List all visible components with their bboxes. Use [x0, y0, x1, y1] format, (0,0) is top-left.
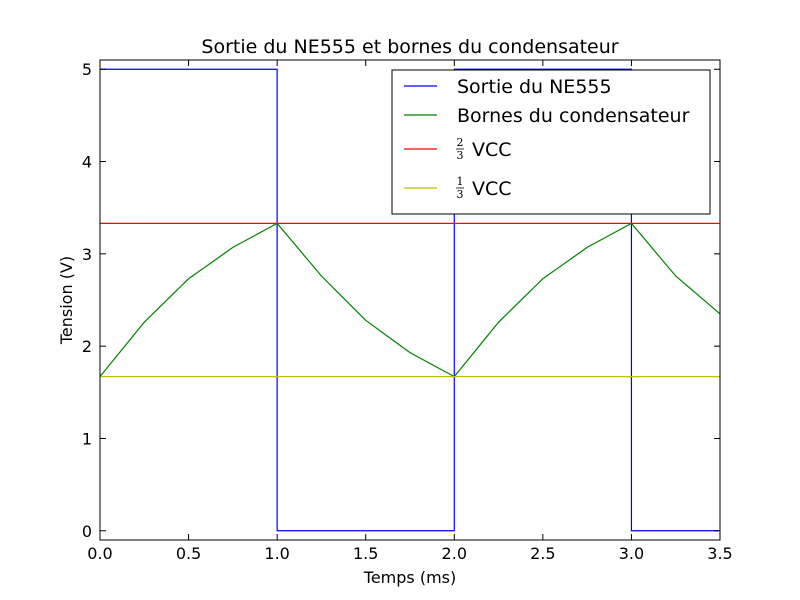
series-line-1	[99, 222, 721, 378]
legend-label: VCC	[472, 139, 512, 161]
y-tick-label: 1	[82, 429, 92, 448]
series-layer	[99, 68, 721, 532]
x-tick-label: 1.0	[264, 544, 289, 563]
y-tick-label: 2	[82, 337, 92, 356]
y-axis-label: Tension (V)	[57, 256, 76, 345]
x-tick-label: 3.0	[619, 544, 644, 563]
x-tick-label: 0.0	[87, 544, 112, 563]
legend-fraction-denominator: 3	[457, 188, 464, 201]
legend-fraction-numerator: 2	[457, 136, 464, 149]
series-line-0	[100, 68, 720, 532]
y-tick-label: 5	[82, 60, 92, 79]
chart-title: Sortie du NE555 et bornes du condensateu…	[201, 36, 618, 58]
x-tick-label: 0.5	[176, 544, 201, 563]
legend-fraction-numerator: 1	[457, 175, 464, 188]
legend-label: VCC	[472, 178, 512, 200]
x-axis-label: Temps (ms)	[363, 568, 456, 587]
legend-fraction-denominator: 3	[457, 149, 464, 162]
legend-box	[391, 69, 711, 215]
y-tick-label: 3	[82, 245, 92, 264]
x-tick-label: 3.5	[707, 544, 732, 563]
y-tick-label: 4	[82, 153, 92, 172]
legend-label: Bornes du condensateur	[457, 105, 690, 127]
x-tick-label: 2.5	[530, 544, 555, 563]
plot-frame	[99, 59, 721, 541]
y-tick-label: 0	[82, 522, 92, 541]
legend-label: Sortie du NE555	[457, 76, 612, 98]
x-tick-label: 2.0	[442, 544, 467, 563]
x-tick-label: 1.5	[353, 544, 378, 563]
